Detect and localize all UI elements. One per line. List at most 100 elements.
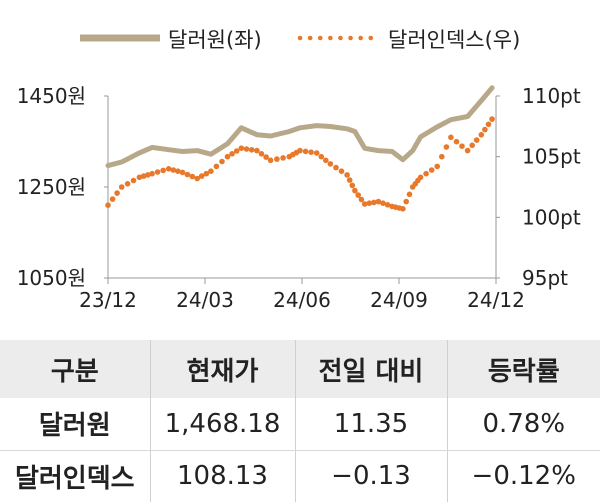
series-dxy-dot [406,191,413,198]
y-left-tick-label: 1450원 [17,84,86,108]
legend-label-usdkrw: 달러원(좌) [168,28,262,52]
series-dxy-dot [318,153,325,160]
series-dxy-dot [302,148,309,155]
series-dxy-point [149,170,155,177]
series-dxy-dot [203,170,210,177]
series-dxy-dot [160,167,166,174]
row-label: 달러원 [0,398,150,451]
series-dxy-dot [403,198,410,205]
series-dxy-point [375,198,382,205]
series-dxy-point [352,187,358,194]
series-dxy-dot [453,138,460,145]
series-dxy-dot [358,196,365,203]
series-dxy-dot [366,200,373,206]
y-right-ticks: 110pt 105pt 100pt 95pt [496,84,581,290]
series-dxy-point [434,163,441,170]
y-left-tick-label: 1050원 [17,266,86,290]
legend-label-dxy: 달러인덱스(우) [388,28,520,52]
series-dxy-point [400,206,406,212]
series-dxy-point [208,168,214,174]
series-dxy-dot [198,173,205,179]
cell-current-price: 108.13 [149,450,295,502]
x-tick-label: 24/09 [370,288,428,312]
cell-daily-change: −0.13 [294,450,447,502]
fx-summary-table: 구분 현재가 전일 대비 등락률 달러원 1,468.18 11.35 0.78… [0,340,600,502]
series-dxy-point [267,157,274,164]
fx-chart: 달러원(좌) 달러인덱스(우) 1450원 1250원 1050원 110pt 105… [17,28,581,312]
table-header-row: 구분 현재가 전일 대비 등락률 [0,340,600,398]
series-dxy-dot [428,167,435,173]
header-category: 구분 [50,356,99,387]
series-dxy-point [344,172,350,178]
series-dxy-dot [243,146,250,152]
series-dxy-dot [248,147,255,153]
series-dxy-dot [423,170,429,177]
series-dxy [105,116,495,212]
series-dxy-dot [443,144,450,150]
series-dxy-dot [459,143,465,149]
x-tick-label: 24/06 [273,288,331,312]
series-dxy-point [478,132,485,138]
series-dxy-dot [439,153,445,160]
x-ticks: 23/12 24/03 24/06 24/09 24/12 [79,278,525,312]
series-usdkrw [105,85,495,169]
x-tick-label: 24/03 [176,288,234,312]
series-dxy-dot [189,173,196,180]
series-dxy-point [118,184,125,190]
series-dxy-dot [170,167,177,173]
series-dxy-dot [485,121,492,128]
series-dxy-point [297,147,303,154]
series-dxy-dot [229,151,235,157]
series-dxy-point [194,175,200,182]
series-dxy-point [327,161,334,167]
series-dxy-dot [384,202,391,208]
series-dxy-dot [338,168,345,174]
cell-current-price: 1,468.18 [149,398,295,451]
series-dxy-dot [219,158,225,165]
table-row: 달러원 1,468.18 11.35 0.78% [0,398,600,451]
series-dxy-dot [482,126,488,133]
series-dxy-dot [130,177,137,184]
y-right-tick-label: 100pt [522,205,581,229]
series-dxy-point [165,166,172,172]
series-dxy-dot [346,177,353,183]
series-dxy-point [136,174,143,181]
y-right-tick-label: 110pt [522,84,581,108]
y-left-tick-label: 1250원 [17,175,86,199]
series-dxy-dot [145,172,151,178]
y-right-tick-label: 105pt [522,145,581,169]
series-dxy-point [464,147,471,154]
series-dxy-point [179,169,186,176]
table-row: 달러인덱스 108.13 −0.13 −0.12% [0,450,600,502]
series-dxy-dot [380,200,386,206]
series-dxy-dot [263,154,269,160]
series-dxy-dot [308,149,314,155]
row-label: 달러인덱스 [14,463,135,494]
series-dxy-point [417,174,424,181]
series-dxy-dot [258,151,265,157]
series-usdkrw-line [105,85,495,169]
y-left-ticks: 1450원 1250원 1050원 [17,84,108,290]
series-dxy-point [448,134,454,141]
series-dxy-dot [233,148,240,154]
series-dxy-point [489,116,495,122]
y-right-tick-label: 95pt [522,266,568,290]
series-dxy-point [105,202,111,208]
header-change-rate: 등락률 [446,340,600,398]
series-dxy-dot [109,196,116,202]
x-tick-label: 23/12 [79,288,137,312]
series-dxy-point [238,145,245,151]
series-dxy-dot [114,190,120,196]
axes [107,96,497,279]
series-dxy-dot [469,142,476,149]
series-dxy-dot [175,168,181,174]
series-dxy-dot [274,156,280,162]
series-dxy-point [313,150,320,156]
series-dxy-dot [323,157,329,164]
series-dxy-dot [124,181,131,187]
series-dxy-point [224,153,231,160]
cell-change-rate: −0.12% [446,450,600,502]
legend: 달러원(좌) 달러인덱스(우) [80,28,520,52]
series-dxy-dot [213,163,220,170]
series-dxy-dot [154,169,161,175]
